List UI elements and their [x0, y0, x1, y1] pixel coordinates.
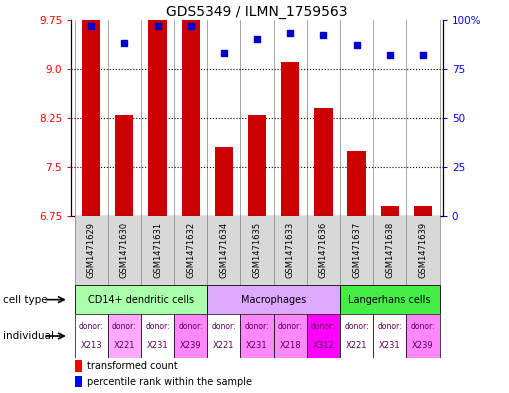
Text: X239: X239: [180, 341, 202, 350]
Bar: [174, 314, 207, 358]
Bar: [307, 314, 340, 358]
Text: X239: X239: [412, 341, 434, 350]
Text: X221: X221: [213, 341, 235, 350]
Text: GSM1471636: GSM1471636: [319, 222, 328, 278]
Point: [87, 22, 95, 29]
Text: GSM1471631: GSM1471631: [153, 222, 162, 278]
Text: donor:: donor:: [112, 322, 136, 331]
Text: GSM1471637: GSM1471637: [352, 222, 361, 278]
Bar: [115, 115, 133, 216]
Bar: [381, 206, 399, 216]
Point: [153, 22, 161, 29]
Bar: [108, 216, 141, 285]
Text: X231: X231: [379, 341, 401, 350]
Text: transformed count: transformed count: [87, 361, 178, 371]
Bar: [340, 216, 373, 285]
Text: X231: X231: [246, 341, 268, 350]
Text: Macrophages: Macrophages: [241, 295, 306, 305]
Bar: [240, 314, 274, 358]
Bar: [75, 360, 81, 372]
Text: cell type: cell type: [3, 295, 47, 305]
Bar: [207, 314, 240, 358]
Text: donor:: donor:: [178, 322, 203, 331]
Bar: [274, 314, 307, 358]
Bar: [141, 314, 174, 358]
Bar: [340, 285, 439, 314]
Text: X221: X221: [114, 341, 135, 350]
Text: individual: individual: [3, 331, 53, 341]
Text: donor:: donor:: [344, 322, 369, 331]
Bar: [182, 20, 200, 216]
Bar: [373, 216, 406, 285]
Text: donor:: donor:: [245, 322, 269, 331]
Point: [386, 52, 394, 58]
Text: donor:: donor:: [278, 322, 302, 331]
Text: donor:: donor:: [411, 322, 435, 331]
Point: [187, 22, 195, 29]
Text: donor:: donor:: [79, 322, 103, 331]
Text: donor:: donor:: [212, 322, 236, 331]
Text: donor:: donor:: [311, 322, 336, 331]
Bar: [281, 62, 299, 216]
Bar: [108, 314, 141, 358]
Text: X221: X221: [346, 341, 367, 350]
Bar: [373, 314, 406, 358]
Bar: [207, 216, 240, 285]
Text: X231: X231: [147, 341, 168, 350]
Bar: [406, 314, 439, 358]
Text: GSM1471639: GSM1471639: [418, 222, 428, 278]
Point: [120, 40, 128, 46]
Text: GSM1471629: GSM1471629: [87, 222, 96, 277]
Bar: [274, 216, 307, 285]
Point: [253, 36, 261, 42]
Text: Langerhans cells: Langerhans cells: [349, 295, 431, 305]
Bar: [307, 216, 340, 285]
Title: GDS5349 / ILMN_1759563: GDS5349 / ILMN_1759563: [166, 5, 348, 18]
Bar: [82, 20, 100, 216]
Point: [319, 32, 327, 39]
Bar: [174, 216, 207, 285]
Bar: [248, 115, 266, 216]
Bar: [348, 151, 365, 216]
Text: GSM1471634: GSM1471634: [219, 222, 229, 278]
Text: donor:: donor:: [378, 322, 402, 331]
Point: [353, 42, 361, 48]
Text: X218: X218: [279, 341, 301, 350]
Text: GSM1471630: GSM1471630: [120, 222, 129, 278]
Text: X312: X312: [313, 341, 334, 350]
Bar: [215, 147, 233, 216]
Text: GSM1471633: GSM1471633: [286, 222, 295, 278]
Bar: [149, 20, 166, 216]
Bar: [141, 216, 174, 285]
Text: GSM1471635: GSM1471635: [252, 222, 262, 278]
Text: X213: X213: [80, 341, 102, 350]
Bar: [75, 376, 81, 387]
Bar: [406, 216, 439, 285]
Bar: [75, 285, 207, 314]
Bar: [240, 216, 274, 285]
Bar: [414, 206, 432, 216]
Text: percentile rank within the sample: percentile rank within the sample: [87, 376, 252, 387]
Point: [220, 50, 228, 56]
Text: CD14+ dendritic cells: CD14+ dendritic cells: [88, 295, 194, 305]
Text: GSM1471632: GSM1471632: [186, 222, 195, 278]
Bar: [207, 285, 340, 314]
Text: donor:: donor:: [145, 322, 170, 331]
Point: [286, 30, 294, 37]
Bar: [75, 314, 108, 358]
Text: GSM1471638: GSM1471638: [385, 222, 394, 278]
Point: [419, 52, 427, 58]
Bar: [314, 108, 332, 216]
Bar: [75, 216, 108, 285]
Bar: [340, 314, 373, 358]
